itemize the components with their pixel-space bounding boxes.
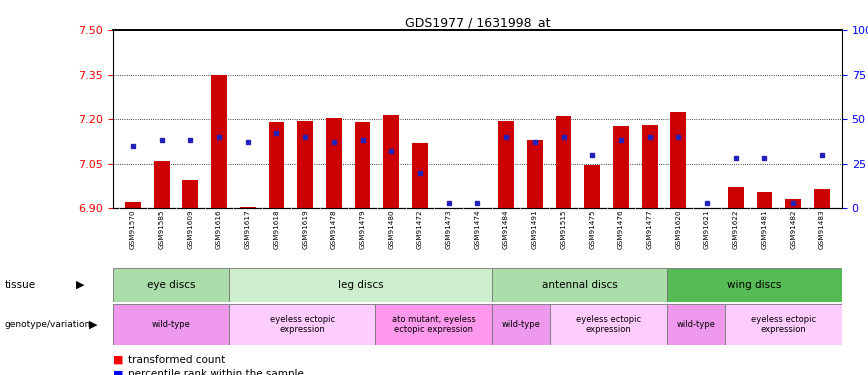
Text: ato mutant, eyeless
ectopic expression: ato mutant, eyeless ectopic expression	[391, 315, 476, 334]
Text: GSM91472: GSM91472	[417, 210, 423, 249]
Bar	[229, 304, 375, 345]
Bar	[757, 192, 773, 208]
Text: GSM91621: GSM91621	[704, 210, 710, 249]
Bar	[240, 207, 256, 208]
Text: genotype/variation: genotype/variation	[4, 320, 90, 329]
Bar	[726, 304, 842, 345]
Text: antennal discs: antennal discs	[542, 280, 617, 290]
Text: GSM91480: GSM91480	[388, 210, 394, 249]
Bar	[667, 268, 842, 302]
Text: GSM91477: GSM91477	[647, 210, 653, 249]
Text: tissue: tissue	[4, 280, 36, 290]
Text: GSM91585: GSM91585	[159, 210, 165, 249]
Text: ▶: ▶	[89, 320, 97, 329]
Text: GSM91476: GSM91476	[618, 210, 624, 249]
Text: wild-type: wild-type	[677, 320, 715, 329]
Title: GDS1977 / 1631998_at: GDS1977 / 1631998_at	[404, 16, 550, 29]
Bar	[814, 189, 830, 208]
Text: GSM91609: GSM91609	[187, 210, 194, 249]
Text: wing discs: wing discs	[727, 280, 782, 290]
Text: GSM91570: GSM91570	[130, 210, 136, 249]
Text: leg discs: leg discs	[338, 280, 384, 290]
Text: eyeless ectopic
expression: eyeless ectopic expression	[270, 315, 335, 334]
Bar	[268, 122, 285, 208]
Bar	[667, 304, 726, 345]
Bar	[641, 125, 658, 208]
Text: GSM91491: GSM91491	[532, 210, 538, 249]
Bar	[498, 120, 514, 208]
Text: GSM91616: GSM91616	[216, 210, 222, 249]
Text: GSM91619: GSM91619	[302, 210, 308, 249]
Text: percentile rank within the sample: percentile rank within the sample	[128, 369, 305, 375]
Text: wild-type: wild-type	[502, 320, 541, 329]
Text: GSM91617: GSM91617	[245, 210, 251, 249]
Text: ■: ■	[113, 355, 123, 365]
Text: ■: ■	[113, 369, 123, 375]
Text: eye discs: eye discs	[147, 280, 195, 290]
Bar	[125, 202, 141, 208]
Text: GSM91484: GSM91484	[503, 210, 510, 249]
Text: GSM91479: GSM91479	[359, 210, 365, 249]
Bar	[229, 268, 492, 302]
Bar	[154, 160, 169, 208]
Bar	[613, 126, 628, 208]
Text: eyeless ectopic
expression: eyeless ectopic expression	[751, 315, 816, 334]
Bar	[326, 118, 342, 208]
Bar	[297, 120, 313, 208]
Text: eyeless ectopic
expression: eyeless ectopic expression	[576, 315, 641, 334]
Bar	[113, 268, 229, 302]
Text: GSM91482: GSM91482	[790, 210, 796, 249]
Bar	[527, 140, 542, 208]
Bar	[728, 188, 744, 208]
Bar	[384, 115, 399, 208]
Bar	[550, 304, 667, 345]
Bar	[182, 180, 198, 208]
Text: GSM91620: GSM91620	[675, 210, 681, 249]
Text: wild-type: wild-type	[152, 320, 191, 329]
Bar	[670, 112, 687, 208]
Bar	[375, 304, 492, 345]
Text: GSM91618: GSM91618	[273, 210, 279, 249]
Text: ▶: ▶	[76, 280, 84, 290]
Text: transformed count: transformed count	[128, 355, 226, 365]
Text: GSM91474: GSM91474	[475, 210, 480, 249]
Text: GSM91478: GSM91478	[331, 210, 337, 249]
Text: GSM91622: GSM91622	[733, 210, 739, 249]
Text: GSM91475: GSM91475	[589, 210, 595, 249]
Bar	[786, 199, 801, 208]
Bar	[584, 165, 600, 208]
Bar	[113, 304, 229, 345]
Bar	[412, 143, 428, 208]
Text: GSM91483: GSM91483	[819, 210, 825, 249]
Text: GSM91481: GSM91481	[761, 210, 767, 249]
Bar	[492, 268, 667, 302]
Bar	[211, 75, 227, 208]
Text: GSM91473: GSM91473	[445, 210, 451, 249]
Bar	[355, 122, 371, 208]
Bar	[492, 304, 550, 345]
Text: GSM91515: GSM91515	[561, 210, 567, 249]
Bar	[556, 116, 571, 208]
